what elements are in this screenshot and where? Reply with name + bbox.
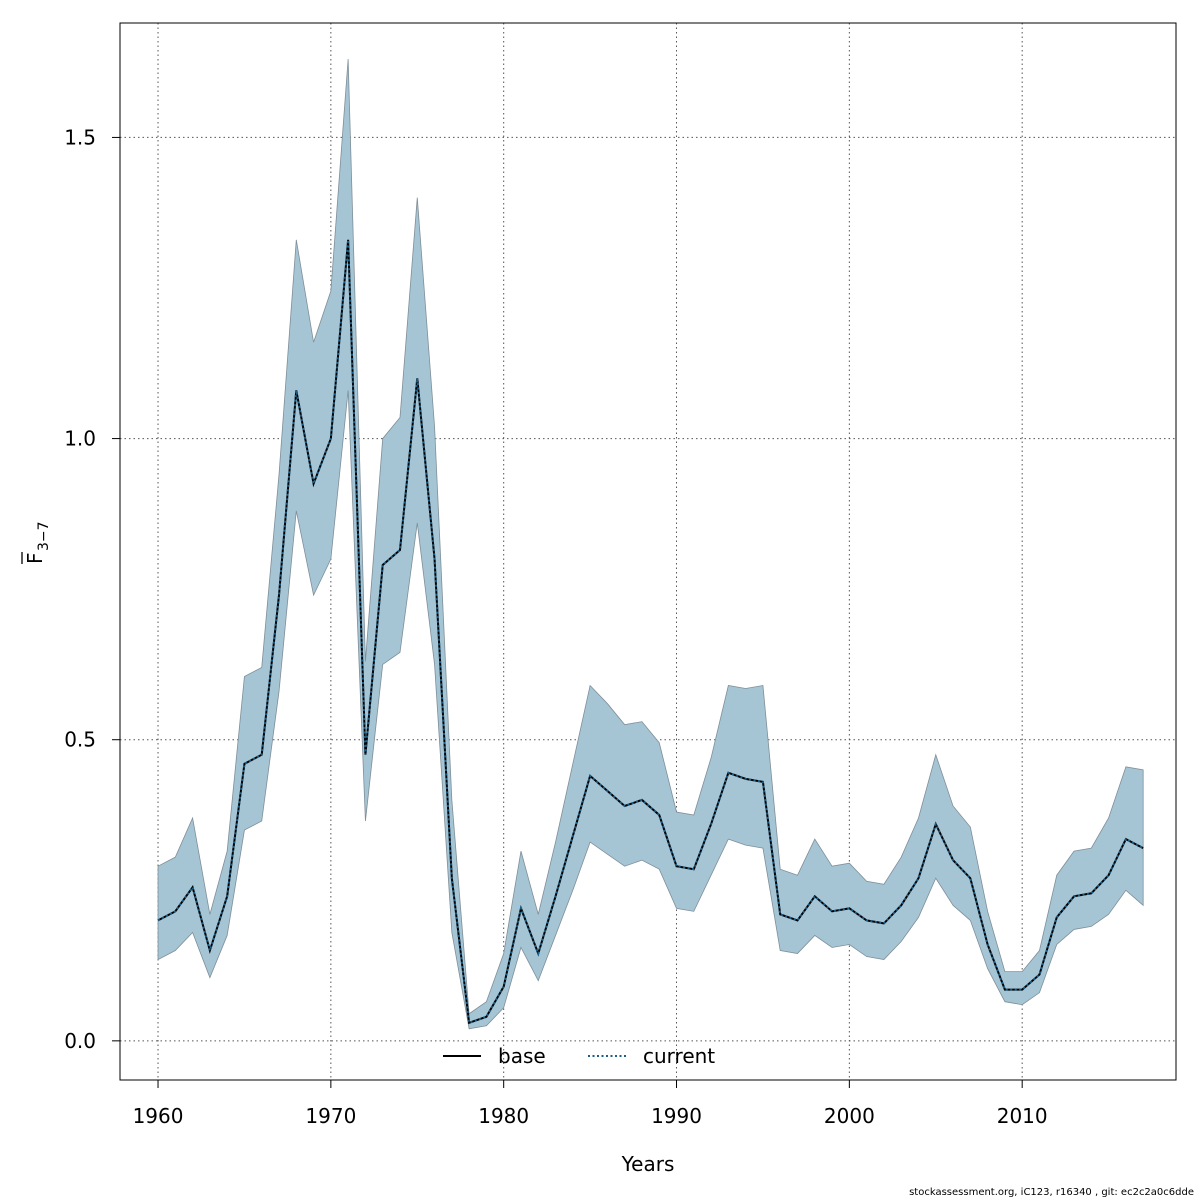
x-tick-label: 1990 <box>651 1104 702 1128</box>
y-axis-title-subscript: 3−7 <box>36 521 52 551</box>
y-tick-label: 0.5 <box>64 728 96 752</box>
x-axis-title: Years <box>621 1152 675 1176</box>
series-line-layer <box>157 239 1144 1025</box>
x-tick-label: 2000 <box>824 1104 875 1128</box>
y-axis-title-main: F <box>23 552 47 564</box>
y-tick-label: 0.0 <box>64 1029 96 1053</box>
plot-frame <box>119 22 1177 1081</box>
x-tick-label: 1960 <box>133 1104 184 1128</box>
x-tick-label: 1970 <box>305 1104 356 1128</box>
legend-label-base: base <box>498 1044 546 1068</box>
x-tick-label: 1980 <box>478 1104 529 1128</box>
legend-label-current: current <box>643 1044 715 1068</box>
x-tick-label: 2010 <box>997 1104 1048 1128</box>
confidence-band <box>157 59 1144 1030</box>
series-line-base <box>157 239 1144 1025</box>
legend: base current <box>443 1044 715 1068</box>
y-axis-title: F 3−7 <box>21 521 52 564</box>
footer-credit: stockassessment.org, iC123, r16340 , git… <box>909 1187 1194 1198</box>
y-tick-label: 1.5 <box>64 125 96 149</box>
y-tick-label: 1.0 <box>64 427 96 451</box>
axes: 1960 1970 1980 1990 2000 2010 0.0 0.5 1.0 1.5 <box>64 125 1047 1128</box>
confidence-band-layer <box>157 59 1144 1030</box>
